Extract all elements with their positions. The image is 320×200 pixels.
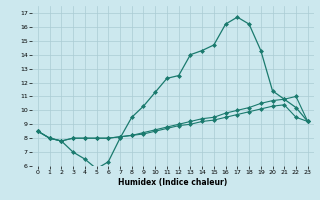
- X-axis label: Humidex (Indice chaleur): Humidex (Indice chaleur): [118, 178, 228, 187]
